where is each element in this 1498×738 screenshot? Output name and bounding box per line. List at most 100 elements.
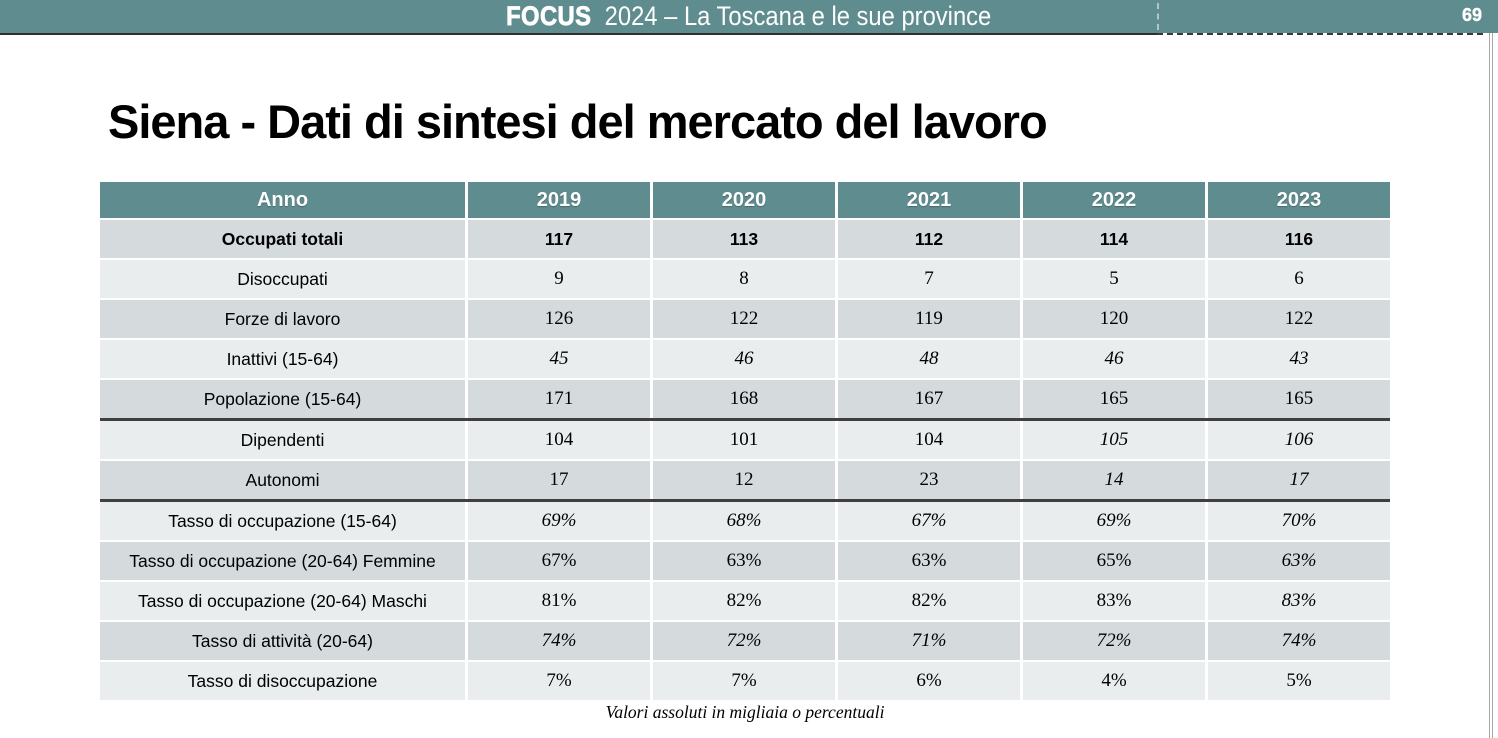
value-cell: 46 <box>1023 340 1205 378</box>
summary-table: Anno 2019 2020 2021 2022 2023 Occupati totali 1… <box>100 182 1390 702</box>
value-cell: 168 <box>653 380 835 418</box>
column-header: 2021 <box>838 182 1020 218</box>
table-row: Occupati totali 117 113 112 114 116 <box>100 220 1390 258</box>
row-label: Disoccupati <box>100 260 465 298</box>
table-row: Tasso di occupazione (15-64) 69% 68% 67% 69%… <box>100 502 1390 540</box>
header-dashed-separator <box>1157 3 1159 30</box>
value-cell: 45 <box>468 340 650 378</box>
value-cell: 82% <box>838 582 1020 620</box>
value-cell: 5 <box>1023 260 1205 298</box>
column-header: 2019 <box>468 182 650 218</box>
column-header: Anno <box>100 182 465 218</box>
value-cell: 122 <box>1208 300 1390 338</box>
value-cell: 167 <box>838 380 1020 418</box>
row-label: Tasso di attività (20-64) <box>100 622 465 660</box>
value-cell: 116 <box>1208 220 1390 258</box>
value-cell: 83% <box>1023 582 1205 620</box>
value-cell: 171 <box>468 380 650 418</box>
value-cell: 104 <box>468 421 650 459</box>
value-cell: 104 <box>838 421 1020 459</box>
table-row: Tasso di disoccupazione 7% 7% 6% 4% 5% <box>100 662 1390 700</box>
report-edition-text: 2024 – La Toscana e le sue province <box>604 1 992 31</box>
row-label: Inattivi (15-64) <box>100 340 465 378</box>
table-row: Popolazione (15-64) 171 168 167 165 165 <box>100 380 1390 418</box>
value-cell: 122 <box>653 300 835 338</box>
table-row: Tasso di occupazione (20-64) Maschi 81% 82… <box>100 582 1390 620</box>
header-underline-solid <box>0 33 1157 35</box>
table-row: Autonomi 17 12 23 14 17 <box>100 461 1390 499</box>
value-cell: 67% <box>838 502 1020 540</box>
table-row: Disoccupati 9 8 7 5 6 <box>100 260 1390 298</box>
report-header-bar: FOCUS 2024 – La Toscana e le sue provinc… <box>0 0 1498 33</box>
section-divider <box>100 418 1390 421</box>
value-cell: 65% <box>1023 542 1205 580</box>
focus-brand-label: FOCUS <box>506 1 592 32</box>
value-cell: 105 <box>1023 421 1205 459</box>
value-cell: 8 <box>653 260 835 298</box>
row-label: Occupati totali <box>100 220 465 258</box>
value-cell: 7% <box>653 662 835 700</box>
value-cell: 6 <box>1208 260 1390 298</box>
value-cell: 101 <box>653 421 835 459</box>
value-cell: 17 <box>468 461 650 499</box>
value-cell: 82% <box>653 582 835 620</box>
value-cell: 72% <box>653 622 835 660</box>
report-header-title: FOCUS 2024 – La Toscana e le sue provinc… <box>506 0 992 33</box>
column-header: 2020 <box>653 182 835 218</box>
value-cell: 71% <box>838 622 1020 660</box>
value-cell: 119 <box>838 300 1020 338</box>
value-cell: 126 <box>468 300 650 338</box>
row-label: Tasso di occupazione (20-64) Femmine <box>100 542 465 580</box>
value-cell: 72% <box>1023 622 1205 660</box>
section-divider <box>100 499 1390 502</box>
value-cell: 14 <box>1023 461 1205 499</box>
value-cell: 106 <box>1208 421 1390 459</box>
value-cell: 69% <box>1023 502 1205 540</box>
value-cell: 48 <box>838 340 1020 378</box>
value-cell: 165 <box>1023 380 1205 418</box>
value-cell: 43 <box>1208 340 1390 378</box>
value-cell: 63% <box>1208 542 1390 580</box>
value-cell: 112 <box>838 220 1020 258</box>
page-title: Siena - Dati di sintesi del mercato del … <box>108 95 1048 148</box>
row-label: Popolazione (15-64) <box>100 380 465 418</box>
value-cell: 17 <box>1208 461 1390 499</box>
table-row: Dipendenti 104 101 104 105 106 <box>100 421 1390 459</box>
value-cell: 5% <box>1208 662 1390 700</box>
value-cell: 113 <box>653 220 835 258</box>
value-cell: 63% <box>838 542 1020 580</box>
row-label: Dipendenti <box>100 421 465 459</box>
row-label: Forze di lavoro <box>100 300 465 338</box>
table-header-row: Anno 2019 2020 2021 2022 2023 <box>100 182 1390 218</box>
value-cell: 4% <box>1023 662 1205 700</box>
value-cell: 7% <box>468 662 650 700</box>
value-cell: 74% <box>468 622 650 660</box>
value-cell: 69% <box>468 502 650 540</box>
table-row: Tasso di occupazione (20-64) Femmine 67% 6… <box>100 542 1390 580</box>
value-cell: 117 <box>468 220 650 258</box>
column-header: 2022 <box>1023 182 1205 218</box>
value-cell: 6% <box>838 662 1020 700</box>
value-cell: 114 <box>1023 220 1205 258</box>
column-header: 2023 <box>1208 182 1390 218</box>
value-cell: 120 <box>1023 300 1205 338</box>
value-cell: 12 <box>653 461 835 499</box>
value-cell: 23 <box>838 461 1020 499</box>
table-caption: Valori assoluti in migliaia o percentual… <box>605 702 885 722</box>
value-cell: 46 <box>653 340 835 378</box>
table-row: Tasso di attività (20-64) 74% 72% 71% 72% 74% <box>100 622 1390 660</box>
table-row: Inattivi (15-64) 45 46 48 46 43 <box>100 340 1390 378</box>
value-cell: 9 <box>468 260 650 298</box>
row-label: Tasso di disoccupazione <box>100 662 465 700</box>
header-underline-dashed <box>1157 33 1483 35</box>
value-cell: 165 <box>1208 380 1390 418</box>
value-cell: 83% <box>1208 582 1390 620</box>
value-cell: 63% <box>653 542 835 580</box>
value-cell: 67% <box>468 542 650 580</box>
table-row: Forze di lavoro 126 122 119 120 122 <box>100 300 1390 338</box>
page-right-edge <box>1489 33 1493 738</box>
row-label: Tasso di occupazione (20-64) Maschi <box>100 582 465 620</box>
row-label: Autonomi <box>100 461 465 499</box>
value-cell: 70% <box>1208 502 1390 540</box>
